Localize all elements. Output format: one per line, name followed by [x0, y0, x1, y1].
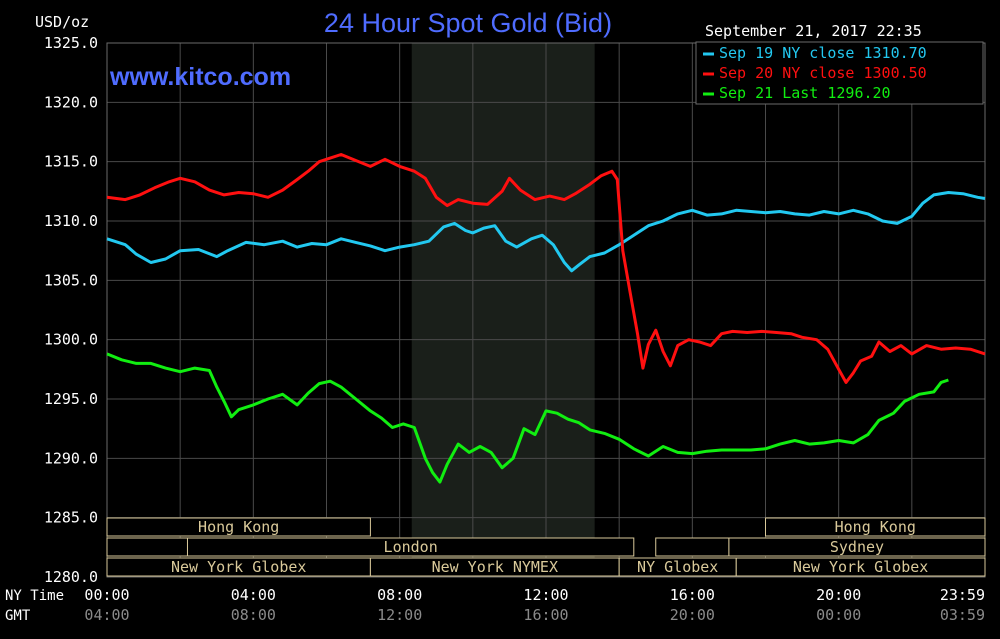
ny-time-row-label: NY Time: [5, 588, 64, 604]
x-tick-label-gmt: 20:00: [670, 606, 715, 624]
y-tick-label: 1310.0: [44, 212, 98, 230]
market-session-label: NY Globex: [637, 558, 718, 576]
chart-title: 24 Hour Spot Gold (Bid): [324, 8, 612, 38]
legend-label-sep19: Sep 19 NY close 1310.70: [719, 44, 927, 62]
gmt-row-label: GMT: [5, 608, 31, 624]
x-tick-label-ny: 08:00: [377, 586, 422, 604]
y-tick-label: 1320.0: [44, 93, 98, 111]
x-tick-label-ny: 04:00: [231, 586, 276, 604]
series-line-sep19: [106, 191, 986, 273]
legend: Sep 19 NY close 1310.70 Sep 20 NY close …: [695, 41, 984, 105]
x-tick-label-ny: 16:00: [670, 586, 715, 604]
market-session-box: [186, 537, 635, 557]
market-session-label: Hong Kong: [198, 518, 279, 536]
y-tick-label: 1295.0: [44, 390, 98, 408]
nymex-session-band: [411, 43, 595, 577]
x-tick-label-gmt: 12:00: [377, 606, 422, 624]
y-tick-label: 1280.0: [44, 568, 98, 586]
series-line-sep20: [106, 153, 986, 384]
y-tick-label: 1290.0: [44, 449, 98, 467]
x-tick-label-gmt: 00:00: [816, 606, 861, 624]
x-axis-tick-labels: 00:00 04:00 04:00 08:00 08:00 12:00 12:00 16:00…: [84, 586, 985, 624]
market-session-box: [765, 517, 986, 537]
y-tick-label: 1305.0: [44, 271, 98, 289]
timestamp: September 21, 2017 22:35: [705, 22, 922, 40]
market-session-label: London: [384, 538, 438, 556]
x-tick-label-gmt: 16:00: [523, 606, 568, 624]
legend-label-sep20: Sep 20 NY close 1300.50: [719, 64, 927, 82]
market-session-box: [728, 537, 986, 557]
series-lines: [106, 153, 986, 484]
market-session-box: [106, 517, 371, 537]
market-session-label: New York NYMEX: [432, 558, 558, 576]
market-session-label: New York Globex: [793, 558, 928, 576]
y-tick-label: 1315.0: [44, 153, 98, 171]
series-line-sep21: [106, 352, 949, 484]
x-tick-label-ny: 12:00: [523, 586, 568, 604]
plot-frame: [106, 42, 986, 578]
x-tick-label-ny: 20:00: [816, 586, 861, 604]
x-tick-label-ny: 00:00: [84, 586, 129, 604]
x-tick-label-gmt: 04:00: [84, 606, 129, 624]
market-sessions: Hong Kong Hong Kong London Sydney New York G…: [106, 517, 986, 577]
unit-label: USD/oz: [35, 13, 89, 31]
market-session-label: Sydney: [830, 538, 884, 556]
x-tick-label-gmt: 08:00: [231, 606, 276, 624]
x-tick-label-ny: 23:59: [940, 586, 985, 604]
y-tick-label: 1300.0: [44, 331, 98, 349]
market-session-label: Hong Kong: [835, 518, 916, 536]
y-axis-tick-labels: 1325.0 1320.0 1315.0 1310.0 1305.0 1300.0 1295…: [44, 34, 98, 586]
y-tick-label: 1285.0: [44, 509, 98, 527]
watermark: www.kitco.com: [109, 63, 291, 91]
x-tick-label-gmt: 03:59: [940, 606, 985, 624]
market-session-box: [655, 537, 730, 557]
market-session-box: [735, 557, 986, 577]
market-session-box: [106, 537, 188, 557]
legend-label-sep21: Sep 21 Last 1296.20: [719, 84, 891, 102]
legend-box: [695, 41, 984, 105]
y-tick-label: 1325.0: [44, 34, 98, 52]
market-session-label: New York Globex: [171, 558, 306, 576]
